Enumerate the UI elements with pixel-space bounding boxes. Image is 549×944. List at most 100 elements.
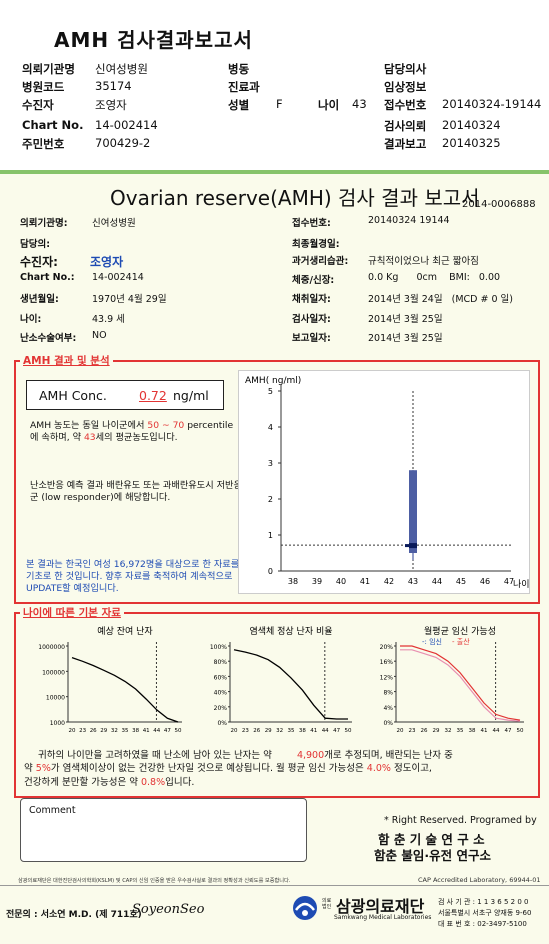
summary-text: 개로 추정되며, 배란되는 난자 중: [324, 750, 453, 761]
header-label: 수진자: [22, 98, 54, 112]
y-tick-label: 80%: [214, 659, 228, 666]
summary-text: 정도이고,: [393, 763, 432, 775]
amh-conc-value: 0.72: [139, 388, 167, 403]
header-label: 검사의뢰: [384, 119, 427, 133]
institute-name-2: 함춘 불임·유전 연구소: [374, 848, 491, 863]
x-tick-label: 44: [322, 728, 329, 734]
doctor-signature: SoyeonSeo: [132, 902, 205, 917]
amh-conc-label: AMH Conc.: [39, 388, 107, 403]
x-tick-label: 47: [505, 728, 512, 734]
x-tick-label: 41: [360, 577, 370, 586]
amh-text-1c: percentile에 속하며, 약: [30, 420, 234, 444]
report-value: 2014년 3월 24일 (MCD # 0 일): [368, 294, 513, 305]
x-tick-label: 39: [312, 577, 322, 586]
header-value: 조영자: [95, 98, 127, 112]
x-tick-label: 50: [345, 728, 352, 734]
patient-value: 1970년 4월 29일: [92, 294, 167, 305]
header-value: 20140324: [442, 118, 501, 132]
amh-percentile: 50 ~ 70: [147, 420, 185, 431]
x-tick-label: 43: [408, 577, 418, 586]
y-tick-label: 100%: [210, 644, 227, 651]
accreditation-note: 삼광의료재단은 대한진단검사의학회(KSLM) 및 CAP의 신임 인증을 받은…: [18, 878, 291, 884]
x-tick-label: 35: [457, 728, 464, 734]
header-label: 진료과: [228, 80, 260, 94]
patient-label: 생년월일:: [20, 294, 59, 305]
report-value: 2014년 3월 25일: [368, 314, 443, 325]
x-tick-label: 26: [421, 728, 428, 734]
cap-accreditation: CAP Accredited Laboratory, 69944-01: [418, 876, 541, 884]
age-summary-line-2: 약 5%가 염색체이상이 없는 건강한 난자일 것으로 예상됩니다. 월 평균 …: [24, 762, 532, 775]
patient-value: 신여성병원: [92, 218, 136, 229]
x-tick-label: 41: [143, 728, 150, 734]
x-tick-label: 38: [132, 728, 139, 734]
amh-interpretation: AMH 농도는 동일 나이군에서 50 ~ 70 percentile에 속하며…: [30, 420, 240, 445]
header-label: 담당의사: [384, 62, 427, 76]
y-tick-label: 10000: [46, 695, 65, 702]
legend-pregnancy: -: 임신: [422, 637, 442, 646]
y-tick-label: 5: [268, 387, 273, 396]
amh-chart-frame: AMH( ng/ml) 0 1 2 3 4 5 38 39 40 41 42 43 44 45 46 47 나이: [238, 370, 530, 594]
header-value: 35174: [95, 79, 132, 93]
legend-birth: - 출산: [452, 637, 470, 646]
y-tick-label: 3: [268, 459, 273, 468]
amh-equivalent-age: 43: [83, 432, 96, 444]
report-divider: [0, 170, 549, 174]
patient-label: 나이:: [20, 314, 42, 325]
lab-logo-icon: [293, 896, 317, 920]
x-tick-label: 20: [69, 728, 76, 734]
age-summary-line-1: 귀하의 나이만을 고려하였을 때 난소에 남아 있는 난자는 약 4,900개로…: [24, 749, 532, 762]
x-tick-label: 50: [175, 728, 182, 734]
patient-value: 14-002414: [92, 272, 144, 283]
x-tick-label: 38: [288, 577, 298, 586]
x-tick-label: 26: [253, 728, 260, 734]
summary-text: 약: [24, 763, 33, 775]
header-label: 임상정보: [384, 80, 427, 94]
y-tick-label: 4%: [383, 705, 393, 712]
x-tick-label: 41: [310, 728, 317, 734]
y-tick-label: 1000: [50, 720, 65, 727]
y-tick-label: 0: [268, 567, 273, 576]
header-label: 주민번호: [22, 137, 65, 151]
remaining-oocytes-line: [71, 656, 179, 723]
header-value: 14-002414: [95, 118, 158, 132]
x-tick-label: 32: [276, 728, 283, 734]
x-tick-label: 35: [122, 728, 129, 734]
remaining-oocytes-value: 4,900: [296, 750, 325, 761]
age-summary-line-3: 건강하게 분만할 가능성은 약 0.8%입니다.: [24, 776, 532, 789]
x-tick-label: 41: [481, 728, 488, 734]
amh-disclaimer: 본 결과는 한국인 여성 16,972명을 대상으로 한 자료를 기초로 한 것…: [26, 559, 240, 595]
header-label: 병원코드: [22, 80, 65, 94]
x-axis-label: 나이: [513, 579, 530, 590]
patient-label: 담당의:: [20, 239, 51, 250]
header-value: F: [276, 97, 283, 111]
x-tick-label: 23: [409, 728, 416, 734]
y-tick-label: 2: [268, 495, 273, 504]
lab-address: 서울특별시 서초구 양재동 9-60: [438, 909, 532, 917]
patient-label: Chart No.:: [20, 272, 75, 283]
amh-text-1e: 세의 평균농도입니다.: [95, 432, 178, 444]
summary-text: 귀하의 나이만을 고려하였을 때 난소에 남아 있는 난자는 약: [38, 750, 272, 761]
header-value: 700429-2: [95, 136, 151, 150]
summary-text: 건강하게 분만할 가능성은 약: [24, 776, 138, 788]
report-value: 2014년 3월 25일: [368, 333, 443, 344]
amh-response-text: 난소반응 예측 결과 배란유도 또는 과배란유도시 저반응군 (low resp…: [30, 480, 242, 504]
x-tick-label: 50: [517, 728, 524, 734]
report-label: 접수번호:: [292, 218, 331, 229]
x-tick-label: 40: [336, 577, 346, 586]
lab-name: 삼광의료재단: [336, 897, 425, 916]
amh-conc-box: AMH Conc. 0.72 ng/ml: [26, 380, 224, 410]
report-value: 0.0 Kg 0cm BMI: 0.00: [368, 272, 501, 283]
box-body: [409, 470, 417, 553]
patient-value: 조영자: [90, 255, 124, 269]
header-label: 접수번호: [384, 98, 427, 112]
header-value: 20140324-19144: [442, 97, 542, 111]
x-tick-label: 32: [111, 728, 118, 734]
x-tick-label: 38: [469, 728, 476, 734]
normal-oocyte-ratio-chart: 염색체 정상 난자 비율 100% 80% 60% 40% 20% 0% 20 23 26 29 32…: [210, 626, 352, 734]
y-tick-label: 60%: [214, 674, 228, 681]
report-label: 검사일자:: [292, 314, 331, 325]
amh-conc-unit: ng/ml: [173, 388, 209, 403]
y-tick-label: 20%: [380, 644, 394, 651]
y-tick-label: 1: [268, 531, 273, 540]
